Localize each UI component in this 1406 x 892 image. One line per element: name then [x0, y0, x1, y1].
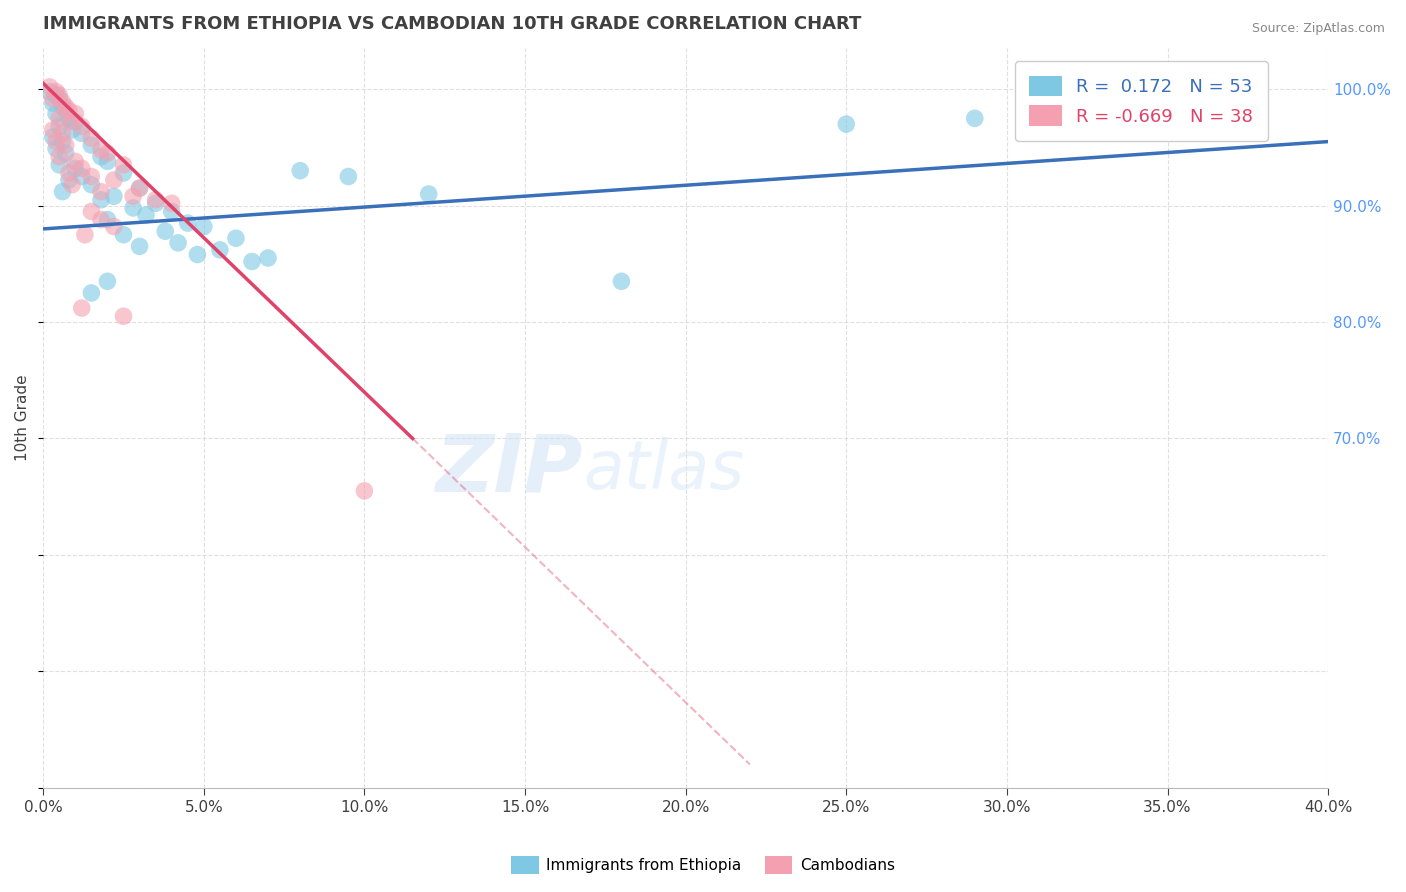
Point — [42, 96, 65, 111]
Point — [51, 127, 73, 141]
Point — [55, 100, 77, 114]
Point — [128, 181, 150, 195]
Point — [155, 224, 177, 238]
Point — [65, 115, 87, 129]
Point — [240, 254, 263, 268]
Point — [80, 204, 103, 219]
Point — [103, 173, 125, 187]
Point — [290, 163, 312, 178]
Text: atlas: atlas — [583, 437, 744, 503]
Point — [73, 227, 96, 242]
Point — [96, 154, 118, 169]
Point — [42, 91, 65, 105]
Point — [55, 103, 77, 117]
Point — [55, 146, 77, 161]
Point — [80, 138, 103, 153]
Point — [90, 212, 112, 227]
Legend: R =  0.172   N = 53, R = -0.669   N = 38: R = 0.172 N = 53, R = -0.669 N = 38 — [1015, 62, 1268, 141]
Point — [70, 161, 93, 176]
Point — [58, 103, 80, 117]
Point — [90, 150, 112, 164]
Point — [225, 231, 247, 245]
Point — [51, 185, 73, 199]
Point — [257, 251, 280, 265]
Text: Source: ZipAtlas.com: Source: ZipAtlas.com — [1251, 22, 1385, 36]
Point — [58, 173, 80, 187]
Point — [103, 219, 125, 234]
Point — [963, 112, 986, 126]
Text: IMMIGRANTS FROM ETHIOPIA VS CAMBODIAN 10TH GRADE CORRELATION CHART: IMMIGRANTS FROM ETHIOPIA VS CAMBODIAN 10… — [44, 15, 862, 33]
Point — [208, 243, 231, 257]
Point — [177, 216, 200, 230]
Point — [51, 100, 73, 114]
Point — [145, 193, 167, 207]
Point — [58, 112, 80, 126]
Point — [90, 193, 112, 207]
Point — [112, 158, 135, 172]
Y-axis label: 10th Grade: 10th Grade — [15, 375, 30, 461]
Point — [96, 212, 118, 227]
Point — [65, 154, 87, 169]
Point — [122, 201, 145, 215]
Point — [42, 123, 65, 137]
Point — [160, 196, 183, 211]
Point — [51, 95, 73, 109]
Point — [167, 235, 190, 250]
Point — [145, 196, 167, 211]
Point — [38, 79, 60, 94]
Point — [80, 178, 103, 192]
Point — [186, 247, 208, 261]
Point — [353, 483, 375, 498]
Point — [112, 227, 135, 242]
Point — [60, 123, 83, 137]
Text: ZIP: ZIP — [436, 431, 583, 508]
Point — [112, 310, 135, 324]
Legend: Immigrants from Ethiopia, Cambodians: Immigrants from Ethiopia, Cambodians — [505, 850, 901, 880]
Point — [48, 91, 70, 105]
Point — [58, 166, 80, 180]
Point — [70, 169, 93, 184]
Point — [48, 150, 70, 164]
Point — [128, 239, 150, 253]
Point — [128, 181, 150, 195]
Point — [42, 130, 65, 145]
Point — [103, 189, 125, 203]
Point — [610, 274, 633, 288]
Point — [112, 166, 135, 180]
Point — [45, 142, 67, 156]
Point — [45, 135, 67, 149]
Point — [122, 189, 145, 203]
Point — [65, 161, 87, 176]
Point — [48, 120, 70, 134]
Point — [38, 85, 60, 99]
Point — [90, 185, 112, 199]
Point — [418, 186, 440, 201]
Point — [45, 88, 67, 103]
Point — [80, 285, 103, 300]
Point — [193, 219, 215, 234]
Point — [60, 115, 83, 129]
Point — [51, 135, 73, 149]
Point — [80, 169, 103, 184]
Point — [96, 274, 118, 288]
Point — [835, 117, 858, 131]
Point — [337, 169, 360, 184]
Point — [48, 158, 70, 172]
Point — [70, 301, 93, 315]
Point — [70, 120, 93, 134]
Point — [45, 85, 67, 99]
Point — [48, 88, 70, 103]
Point — [135, 208, 157, 222]
Point — [90, 143, 112, 157]
Point — [55, 138, 77, 153]
Point — [160, 204, 183, 219]
Point — [60, 178, 83, 192]
Point — [65, 106, 87, 120]
Point — [96, 146, 118, 161]
Point — [80, 131, 103, 145]
Point — [70, 127, 93, 141]
Point — [48, 112, 70, 126]
Point — [45, 106, 67, 120]
